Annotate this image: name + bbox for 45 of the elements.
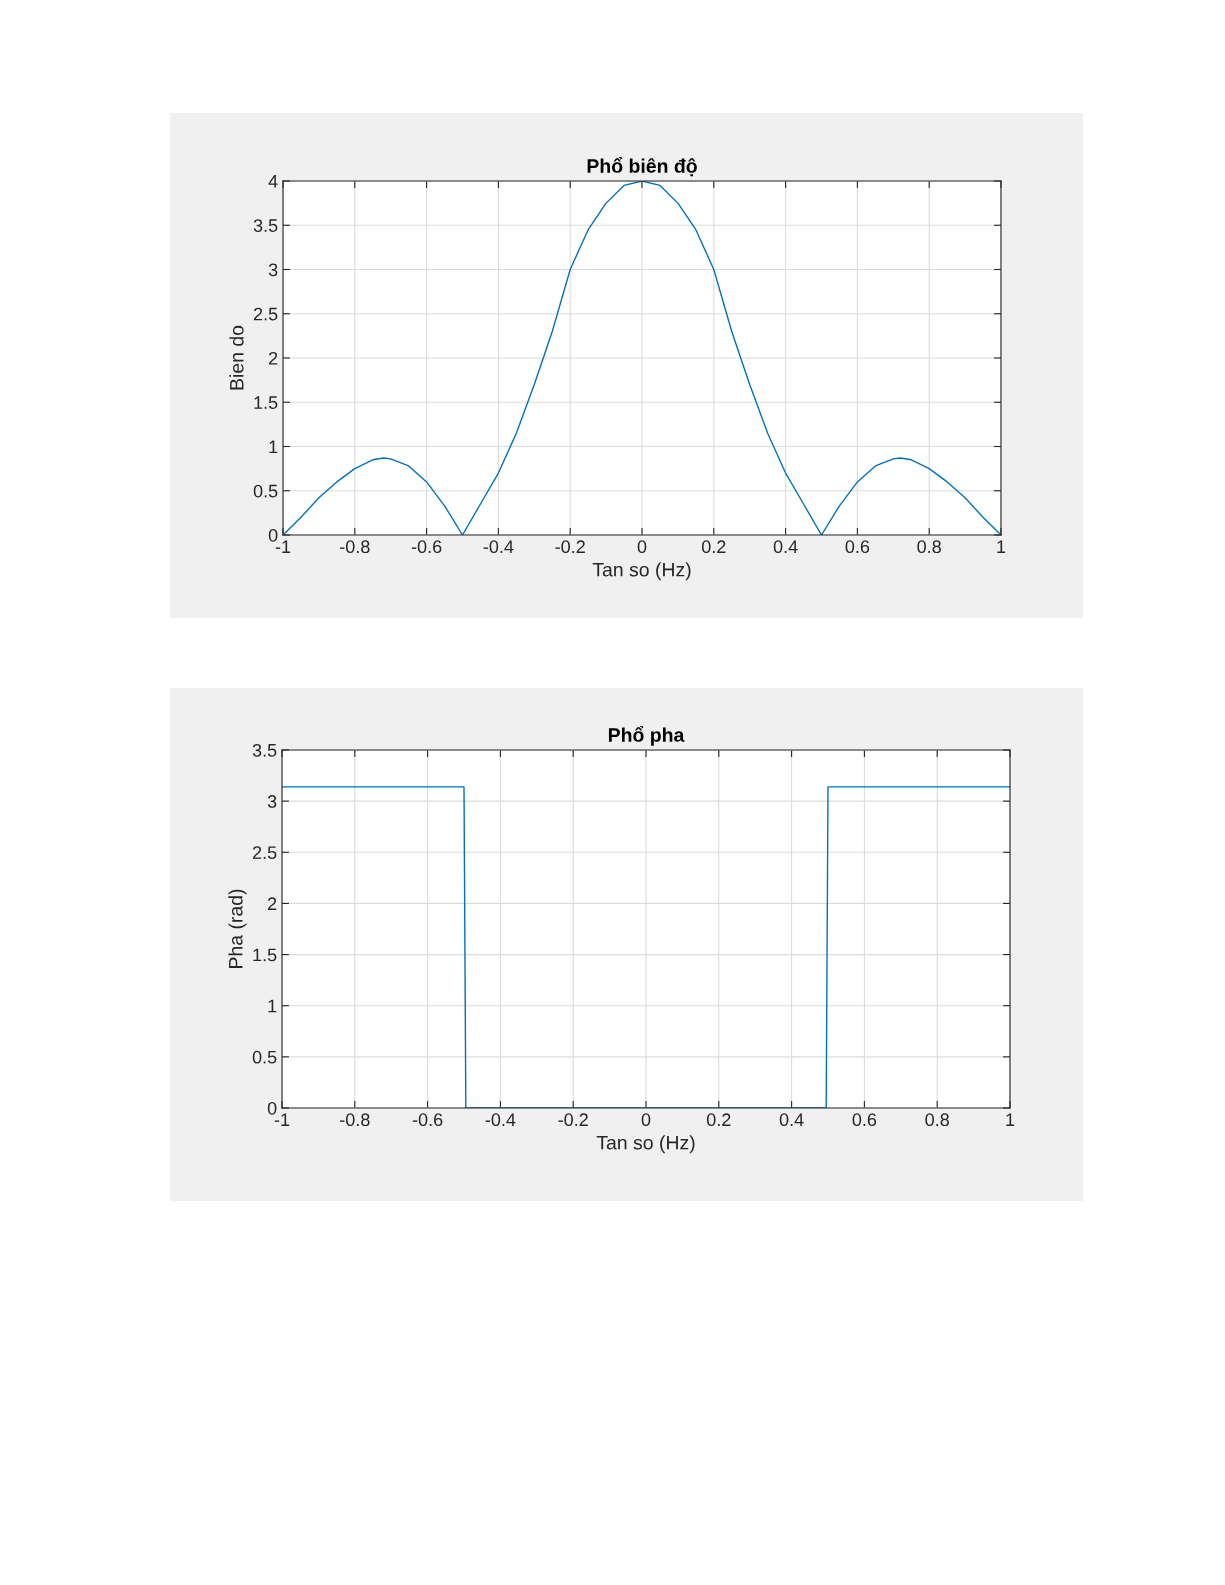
y-axis-title: Bien do <box>229 325 244 390</box>
y-tick-label: 0 <box>268 528 278 542</box>
y-tick-label: 1.5 <box>254 396 278 409</box>
y-tick-label: 2 <box>269 351 278 365</box>
x-tick-label: 0.2 <box>701 540 726 554</box>
x-tick-label: 0.8 <box>917 540 941 554</box>
y-tick-label: 0.5 <box>253 484 278 498</box>
x-tick-label: 1 <box>997 540 1006 553</box>
y-tick-label: 2 <box>268 897 277 910</box>
y-tick-label: 1.5 <box>253 948 277 962</box>
x-tick-label: -1 <box>274 1113 290 1126</box>
y-tick-label: 2.5 <box>253 307 278 321</box>
x-tick-label: 0.8 <box>925 1113 949 1127</box>
x-tick-label: 0.6 <box>845 540 870 554</box>
chart-title: Phổ biên độ <box>587 156 697 177</box>
y-tick-label: 4 <box>268 175 278 188</box>
x-tick-label: -0.2 <box>555 540 585 554</box>
x-tick-label: -0.6 <box>411 540 442 554</box>
x-tick-label: 0.2 <box>706 1113 731 1127</box>
y-tick-label: 3.5 <box>252 743 277 757</box>
x-tick-label: 0.4 <box>773 540 798 554</box>
x-tick-label: -0.2 <box>558 1113 588 1127</box>
x-tick-label: -0.4 <box>483 540 514 554</box>
x-tick-label: 1 <box>1006 1113 1015 1126</box>
y-tick-label: 3 <box>267 795 277 808</box>
y-axis-title: Pha (rad) <box>228 889 247 968</box>
x-tick-label: -1 <box>275 540 291 553</box>
x-tick-label: -0.8 <box>340 1113 370 1127</box>
y-tick-label: 1 <box>268 999 277 1013</box>
x-tick-label: -0.6 <box>412 1113 443 1127</box>
y-tick-label: 0.5 <box>252 1050 277 1064</box>
y-tick-label: 3.5 <box>253 219 278 232</box>
y-tick-label: 3 <box>268 263 278 277</box>
x-tick-label: 0.6 <box>852 1113 877 1127</box>
x-axis-title: Tan so (Hz) <box>592 562 691 581</box>
y-tick-label: 0 <box>267 1101 277 1115</box>
x-tick-label: 0 <box>641 1113 651 1127</box>
x-tick-label: 0.4 <box>779 1113 804 1127</box>
x-axis-title: Tan so (Hz) <box>596 1135 695 1154</box>
x-tick-label: 0 <box>637 540 647 554</box>
y-tick-label: 2.5 <box>252 846 277 860</box>
x-tick-label: -0.8 <box>340 540 370 554</box>
y-tick-label: 1 <box>269 440 278 454</box>
x-tick-label: -0.4 <box>485 1113 516 1127</box>
chart-title: Phổ pha <box>608 725 685 746</box>
